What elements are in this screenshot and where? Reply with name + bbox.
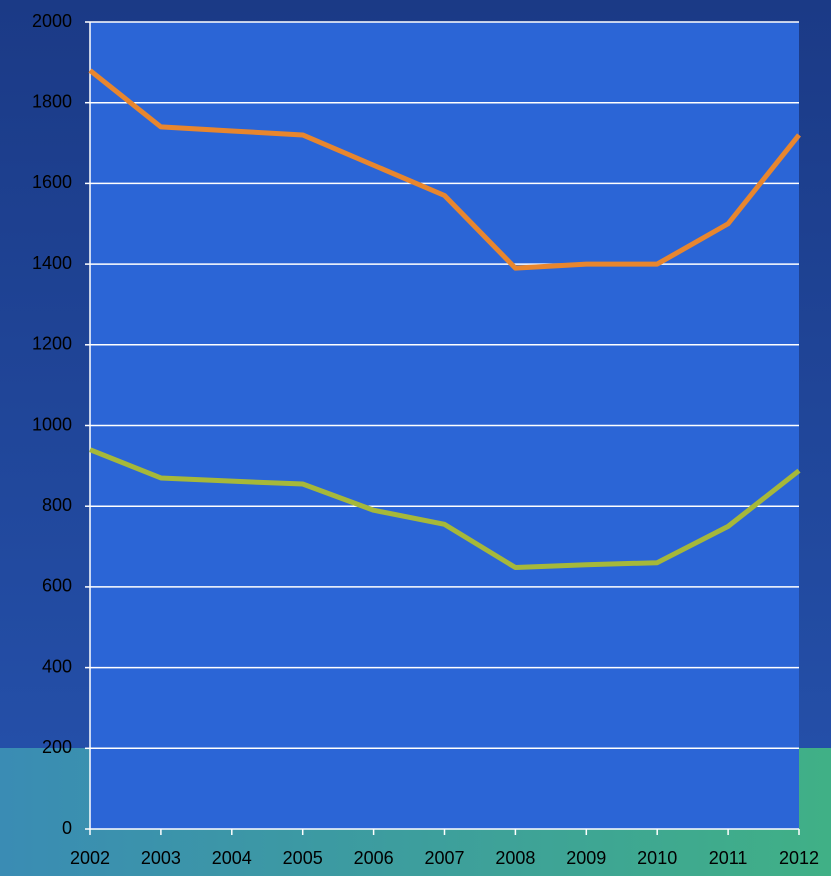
x-tick-label: 2007 [424, 848, 464, 868]
y-tick-label: 1400 [32, 253, 72, 273]
x-tick-label: 2005 [283, 848, 323, 868]
y-tick-label: 200 [42, 737, 72, 757]
x-tick-label: 2009 [566, 848, 606, 868]
x-tick-label: 2006 [354, 848, 394, 868]
y-tick-label: 0 [62, 818, 72, 838]
x-tick-label: 2010 [637, 848, 677, 868]
x-tick-label: 2003 [141, 848, 181, 868]
series-line [88, 68, 801, 271]
y-tick-label: 2000 [32, 11, 72, 31]
y-tick-label: 400 [42, 656, 72, 676]
x-tick-label: 2004 [212, 848, 252, 868]
x-tick-label: 2002 [70, 848, 110, 868]
y-tick-label: 1000 [32, 414, 72, 434]
y-tick-label: 800 [42, 495, 72, 515]
series-line [89, 447, 801, 571]
y-tick-label: 600 [42, 576, 72, 596]
y-tick-label: 1600 [32, 172, 72, 192]
x-tick-label: 2011 [709, 848, 748, 868]
y-tick-label: 1200 [32, 334, 72, 354]
x-tick-label: 2012 [779, 848, 819, 868]
y-tick-label: 1800 [32, 91, 72, 111]
x-tick-label: 2008 [495, 848, 535, 868]
